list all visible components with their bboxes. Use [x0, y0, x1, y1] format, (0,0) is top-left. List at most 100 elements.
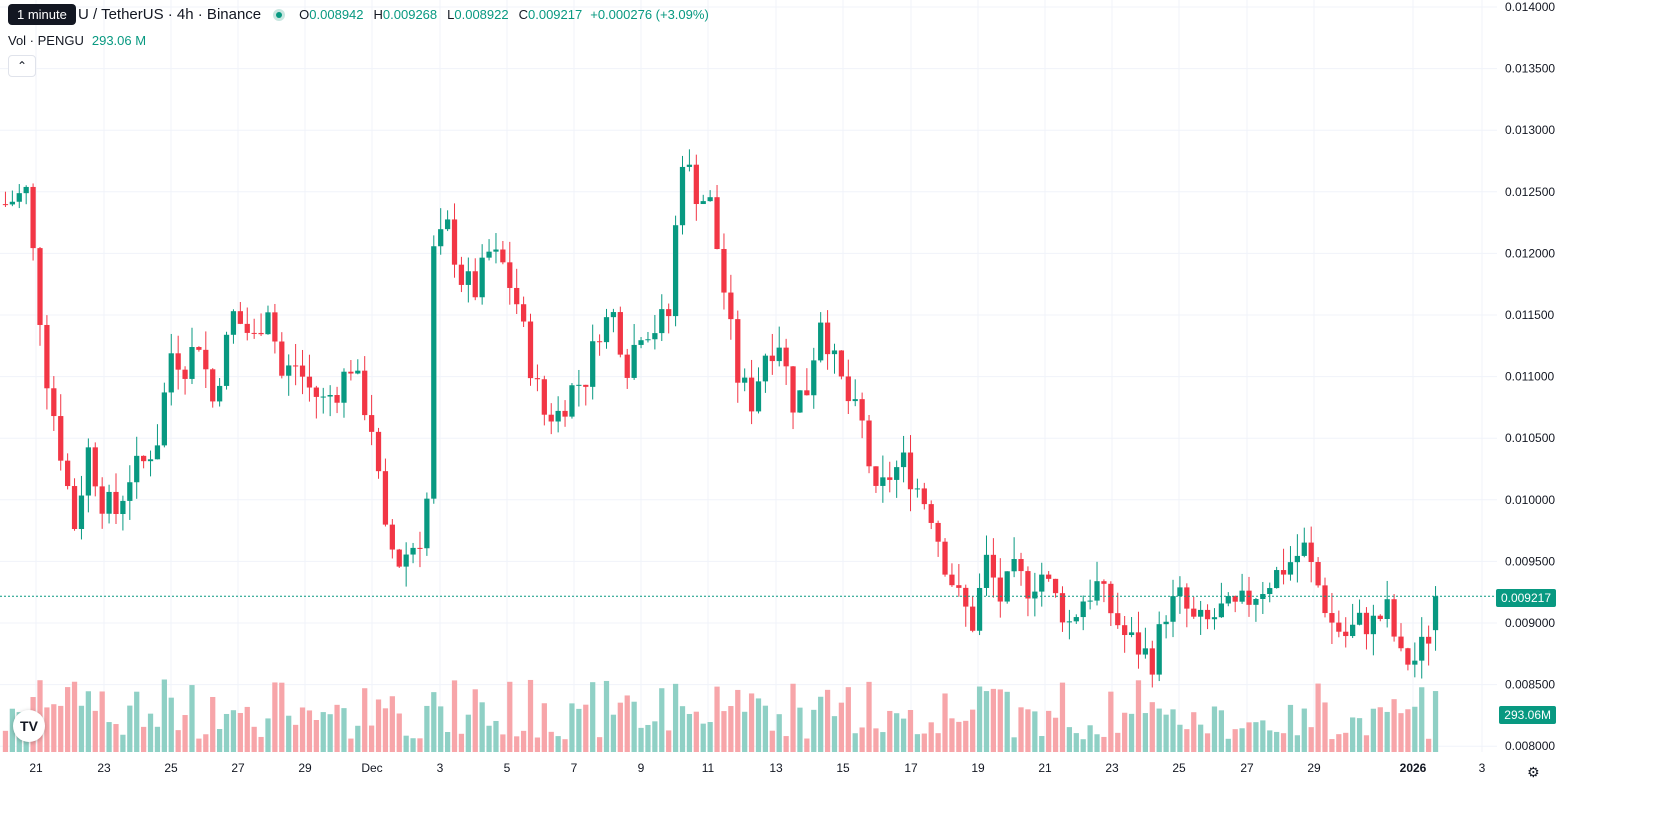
- candle-body: [1301, 542, 1307, 556]
- volume-bar: [1322, 702, 1328, 752]
- candle-body: [914, 488, 921, 490]
- volume-bar: [1225, 738, 1231, 752]
- candle-body: [762, 355, 769, 382]
- volume-bar: [120, 734, 126, 752]
- volume-bar: [1246, 722, 1252, 752]
- volume-bar: [458, 733, 465, 752]
- volume-bar: [44, 707, 50, 752]
- candle-body: [189, 347, 195, 379]
- candle-body: [382, 471, 389, 525]
- candle-body: [562, 410, 568, 417]
- candle-body: [963, 587, 969, 607]
- candle-body: [755, 381, 762, 412]
- candle-body: [134, 455, 140, 483]
- volume-bar: [762, 705, 769, 752]
- y-tick-label: 0.013500: [1505, 62, 1555, 76]
- candle-body: [769, 355, 775, 362]
- candle-body: [216, 385, 223, 402]
- volume-bar: [873, 728, 879, 752]
- volume-bar: [894, 713, 900, 752]
- candle-body: [569, 385, 575, 417]
- candle-body: [700, 201, 706, 205]
- volume-bar: [624, 695, 630, 752]
- volume-value: 293.06 M: [91, 33, 147, 48]
- candle-body: [887, 477, 893, 480]
- candle-body: [721, 248, 727, 293]
- x-tick-label: 27: [231, 761, 245, 775]
- volume-bar: [175, 730, 181, 752]
- candle-body: [652, 333, 658, 340]
- volume-bar: [1336, 734, 1342, 752]
- volume-bar: [230, 710, 237, 752]
- volume-bar: [1073, 733, 1079, 752]
- volume-bar: [1018, 707, 1024, 752]
- volume-bar: [866, 681, 872, 752]
- volume-bar: [1391, 699, 1397, 752]
- candle-body: [1280, 570, 1287, 575]
- candle-body: [900, 452, 907, 468]
- volume-bar: [1170, 709, 1176, 752]
- candle-body: [1322, 585, 1328, 614]
- volume-bar: [1177, 724, 1183, 752]
- candle-body: [1432, 596, 1439, 631]
- candle-body: [306, 376, 313, 388]
- market-status-icon[interactable]: [273, 8, 286, 21]
- volume-legend[interactable]: Vol · PENGU 293.06 M: [8, 33, 146, 48]
- gear-icon[interactable]: ⚙: [1527, 764, 1540, 780]
- volume-bar: [990, 688, 997, 752]
- volume-bar: [514, 736, 520, 752]
- x-tick-label: 21: [1038, 761, 1052, 775]
- candle-body: [859, 399, 865, 421]
- volume-bar: [769, 730, 775, 752]
- volume-bar: [1046, 710, 1052, 752]
- candle-body: [1115, 613, 1121, 626]
- candle-body: [65, 460, 71, 487]
- volume-bar: [203, 734, 209, 752]
- candle-body: [679, 166, 686, 226]
- candle-body: [251, 332, 257, 334]
- volume-bar: [1329, 739, 1335, 752]
- last-price-tag: 0.009217: [1495, 589, 1556, 607]
- candle-body: [44, 324, 50, 389]
- tradingview-logo[interactable]: TV: [13, 710, 45, 742]
- volume-bar: [721, 711, 727, 752]
- candle-body: [355, 370, 361, 374]
- candle-body: [334, 395, 340, 403]
- candle-body: [362, 370, 368, 416]
- volume-bar: [341, 708, 347, 752]
- volume-bar: [631, 701, 637, 752]
- candle-body: [175, 353, 181, 370]
- candle-body: [742, 377, 748, 383]
- candle-body: [486, 251, 492, 258]
- volume-bar: [596, 737, 603, 752]
- volume-bar: [382, 708, 389, 752]
- volume-bar: [1419, 687, 1425, 752]
- volume-bar: [914, 734, 921, 752]
- symbol-title[interactable]: U / TetherUS · 4h · Binance: [78, 6, 262, 23]
- volume-bar: [693, 711, 699, 752]
- volume-bar: [500, 734, 506, 752]
- change-value: +0.000276 (+3.09%): [590, 7, 709, 22]
- candle-body: [1184, 587, 1190, 609]
- x-tick-label: 21: [29, 761, 43, 775]
- candle-body: [348, 371, 354, 374]
- volume-bar: [714, 686, 720, 752]
- volume-bar: [638, 727, 644, 752]
- candle-body: [141, 455, 147, 462]
- high-value: 0.009268: [382, 7, 438, 22]
- candle-body: [431, 246, 437, 499]
- x-tick-label: 11: [702, 761, 715, 775]
- candle-body: [1343, 631, 1349, 637]
- collapse-legend-button[interactable]: ⌃: [8, 55, 36, 77]
- volume-bar: [196, 738, 202, 752]
- volume-bar: [1211, 706, 1218, 752]
- volume-bar: [707, 722, 713, 752]
- x-tick-label: 15: [836, 761, 850, 775]
- candle-body: [1059, 593, 1066, 623]
- candle-body: [1260, 594, 1266, 599]
- candle-body: [500, 249, 506, 263]
- volume-bar: [1163, 714, 1169, 752]
- candle-body: [1370, 615, 1376, 635]
- x-tick-label: 25: [1172, 761, 1186, 775]
